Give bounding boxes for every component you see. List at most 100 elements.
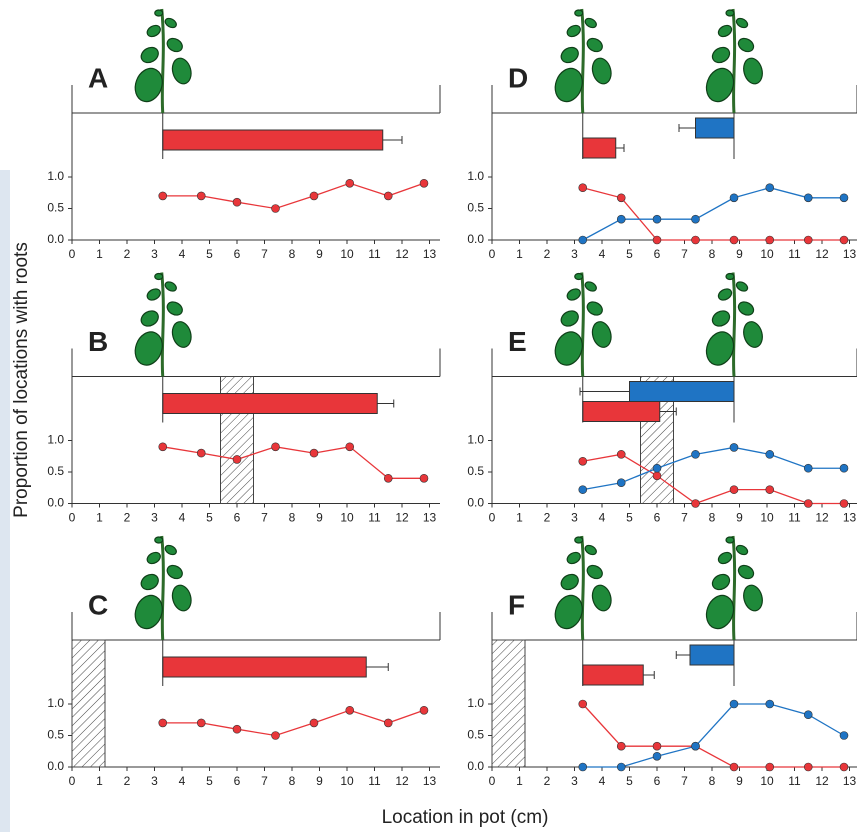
side-strip bbox=[0, 170, 10, 832]
plant-leaf bbox=[554, 331, 583, 366]
x-tick-label: 11 bbox=[368, 247, 381, 261]
x-tick-label: 10 bbox=[760, 511, 774, 525]
plant-leaf bbox=[171, 321, 192, 348]
data-point bbox=[691, 741, 700, 751]
y-tick-label: 0.0 bbox=[47, 759, 64, 773]
root-bar bbox=[689, 644, 735, 666]
plant-leaf bbox=[711, 573, 731, 591]
data-point bbox=[803, 463, 813, 473]
x-tick-label: 5 bbox=[206, 511, 213, 525]
data-point bbox=[839, 463, 849, 473]
y-tick-label: 1.0 bbox=[47, 433, 64, 447]
data-point bbox=[232, 455, 242, 464]
x-tick-label: 10 bbox=[340, 511, 354, 525]
x-tick-label: 0 bbox=[69, 511, 76, 525]
data-point bbox=[383, 191, 393, 201]
x-tick-label: 8 bbox=[289, 247, 296, 261]
root-bar bbox=[162, 129, 384, 151]
plant-leaf bbox=[717, 288, 733, 301]
data-point bbox=[803, 499, 813, 508]
data-point bbox=[232, 197, 242, 207]
data-point bbox=[616, 478, 626, 488]
x-tick-label: 5 bbox=[626, 774, 633, 788]
x-tick-label: 7 bbox=[261, 247, 268, 261]
x-tick-label: 7 bbox=[681, 774, 688, 788]
data-line bbox=[582, 453, 844, 505]
plant-leaf bbox=[584, 281, 597, 292]
data-point bbox=[765, 183, 775, 193]
plant-leaf bbox=[560, 573, 579, 591]
x-tick-label: 6 bbox=[234, 511, 241, 525]
plant-leaf bbox=[717, 551, 733, 565]
x-tick-label: 13 bbox=[843, 511, 857, 525]
data-point bbox=[616, 214, 626, 224]
x-tick-label: 2 bbox=[124, 774, 131, 788]
data-line bbox=[162, 709, 425, 737]
x-tick-label: 11 bbox=[788, 774, 801, 788]
data-point bbox=[578, 183, 588, 193]
data-point bbox=[578, 762, 588, 772]
x-tick-label: 13 bbox=[843, 774, 857, 788]
y-tick-label: 0.5 bbox=[467, 201, 484, 215]
plant-leaf bbox=[584, 544, 597, 556]
data-point bbox=[765, 485, 775, 494]
barrier bbox=[71, 639, 106, 768]
data-point bbox=[652, 235, 662, 245]
plant-leaf bbox=[134, 67, 163, 103]
data-point bbox=[839, 762, 849, 772]
plant-leaf bbox=[560, 310, 579, 327]
x-tick-label: 9 bbox=[736, 247, 743, 261]
plant-leaf bbox=[146, 551, 161, 565]
plant-leaf bbox=[566, 551, 581, 565]
data-point bbox=[765, 699, 775, 709]
x-tick-label: 7 bbox=[681, 247, 688, 261]
plant-leaf bbox=[591, 321, 612, 348]
x-tick-label: 4 bbox=[179, 511, 186, 525]
plant-leaf bbox=[711, 310, 731, 327]
data-point bbox=[765, 762, 775, 772]
plant-leaf bbox=[735, 17, 749, 29]
data-point bbox=[691, 499, 700, 508]
plant-leaf bbox=[584, 17, 597, 29]
data-point bbox=[578, 235, 588, 245]
data-point bbox=[158, 191, 168, 201]
plant-leaf bbox=[146, 24, 161, 38]
plant-stem bbox=[160, 8, 165, 114]
x-tick-label: 12 bbox=[395, 247, 409, 261]
data-point bbox=[616, 450, 626, 459]
x-tick-label: 10 bbox=[340, 247, 354, 261]
data-line bbox=[582, 703, 845, 768]
plant-leaf bbox=[554, 67, 583, 103]
root-bar bbox=[162, 393, 378, 414]
root-bar bbox=[582, 137, 617, 159]
plant-stem bbox=[160, 535, 165, 641]
x-tick-label: 2 bbox=[544, 247, 551, 261]
plant-leaf bbox=[735, 544, 749, 556]
plant-leaf bbox=[554, 594, 583, 630]
plant-leaf bbox=[166, 564, 183, 580]
plant-leaf bbox=[737, 564, 755, 580]
x-tick-label: 0 bbox=[489, 774, 496, 788]
x-tick-label: 1 bbox=[516, 774, 523, 788]
y-tick-label: 0.0 bbox=[467, 496, 484, 510]
data-point bbox=[839, 499, 849, 508]
data-point bbox=[158, 718, 168, 728]
x-axis-label: Location in pot (cm) bbox=[382, 807, 549, 828]
data-point bbox=[345, 179, 355, 188]
data-point bbox=[271, 204, 280, 213]
x-tick-label: 0 bbox=[69, 247, 76, 261]
x-tick-label: 6 bbox=[234, 247, 241, 261]
x-tick-label: 8 bbox=[289, 511, 296, 525]
data-point bbox=[196, 191, 206, 201]
plant-leaf bbox=[154, 536, 164, 544]
x-tick-label: 6 bbox=[654, 511, 661, 525]
data-point bbox=[271, 442, 280, 452]
x-tick-label: 3 bbox=[151, 774, 158, 788]
data-point bbox=[616, 762, 626, 772]
x-tick-label: 12 bbox=[395, 774, 409, 788]
data-point bbox=[158, 442, 168, 452]
plant-stem bbox=[731, 8, 737, 114]
x-tick-label: 1 bbox=[96, 247, 103, 261]
x-tick-label: 0 bbox=[489, 247, 496, 261]
plant-leaf bbox=[586, 564, 603, 580]
